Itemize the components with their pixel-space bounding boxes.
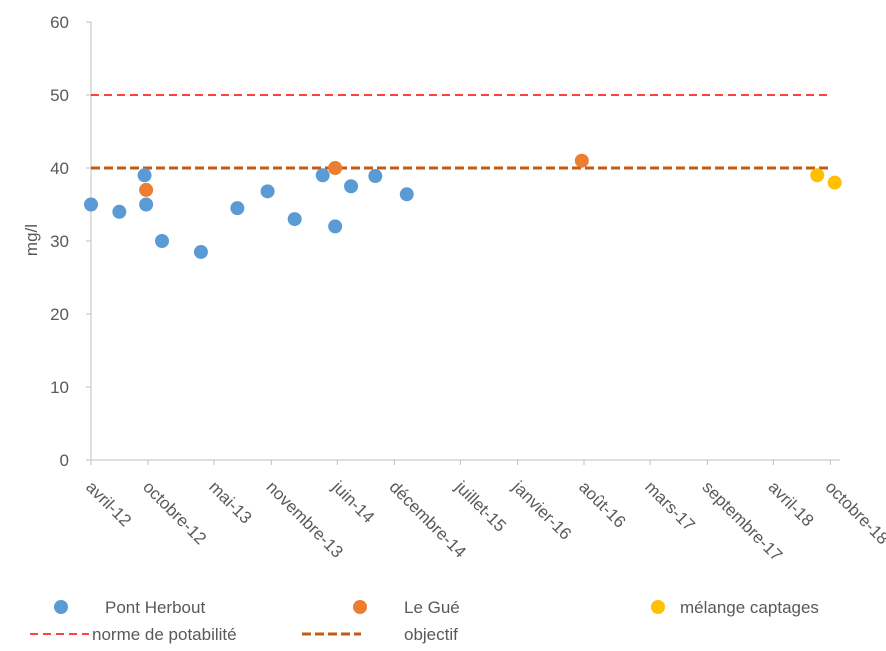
- x-tick-label: avril-12: [82, 477, 135, 530]
- y-tick-label: 30: [50, 232, 69, 251]
- data-point: [399, 187, 414, 202]
- data-point: [137, 168, 152, 183]
- data-point: [810, 168, 825, 183]
- data-point: [287, 212, 302, 227]
- y-tick-label: 20: [50, 305, 69, 324]
- data-point: [574, 153, 589, 168]
- data-point: [328, 219, 343, 234]
- legend-marker: [353, 600, 367, 614]
- legend-label: Pont Herbout: [105, 598, 205, 617]
- x-tick-label: juin-14: [328, 477, 378, 527]
- data-point: [827, 175, 842, 190]
- data-point: [155, 234, 170, 248]
- data-point: [193, 244, 208, 259]
- data-point: [230, 201, 245, 216]
- x-tick-label: août-16: [575, 477, 629, 531]
- data-point: [139, 197, 154, 212]
- x-tick-label: avril-18: [765, 477, 818, 530]
- x-tick-label: octobre-18: [822, 477, 886, 548]
- axes: [86, 21, 840, 465]
- legend-label: mélange captages: [680, 598, 819, 617]
- legend-label: objectif: [404, 625, 458, 644]
- reference-lines: [91, 94, 831, 170]
- data-point: [315, 168, 330, 183]
- data-point: [328, 161, 343, 175]
- x-tick-label: octobre-12: [139, 477, 210, 548]
- x-tick-label: janvier-16: [508, 477, 575, 544]
- y-tick-label: 10: [50, 378, 69, 397]
- y-axis-title: mg/l: [22, 224, 41, 256]
- data-point: [112, 204, 127, 219]
- data-points: [84, 153, 842, 259]
- x-tick-label: mars-17: [641, 477, 699, 535]
- data-point: [84, 197, 98, 212]
- data-point: [260, 184, 275, 199]
- y-tick-label: 50: [50, 86, 69, 105]
- y-tick-label: 40: [50, 159, 69, 178]
- data-point: [344, 179, 359, 194]
- x-tick-label: mai-13: [205, 477, 255, 527]
- legend-marker: [651, 600, 665, 614]
- data-point: [139, 182, 154, 197]
- y-tick-label: 0: [60, 451, 69, 470]
- legend-label: Le Gué: [404, 598, 460, 617]
- x-tick-label: juillet-15: [451, 477, 510, 536]
- legend-label: norme de potabilité: [92, 625, 237, 644]
- legend-marker: [54, 600, 68, 614]
- y-tick-label: 60: [50, 13, 69, 32]
- data-point: [368, 169, 383, 184]
- legend: Pont Herbout Le Gué mélange captages norme …: [30, 598, 819, 644]
